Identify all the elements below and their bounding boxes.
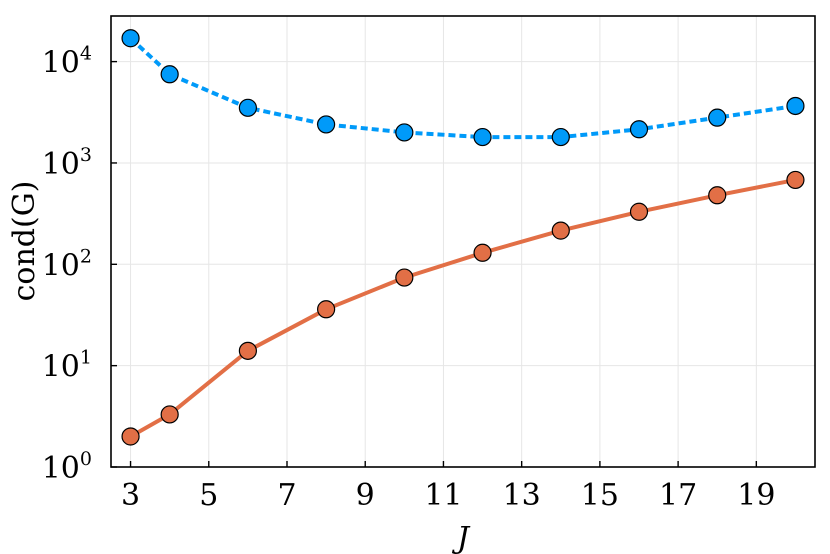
series-2-point (708, 186, 727, 205)
x-tick-label: 13 (503, 478, 541, 513)
series-2-point (121, 427, 140, 446)
series-1-point (121, 29, 140, 48)
axis-ticks (111, 60, 758, 468)
series-1-point (317, 115, 336, 134)
y-tick-label: 104 (42, 43, 92, 81)
y-axis-label: cond(G) (7, 181, 42, 302)
series-1-point (238, 98, 257, 117)
series-1-point (160, 65, 179, 84)
x-tick-label: 15 (581, 478, 619, 513)
series-markers (121, 29, 805, 446)
series-1-point (786, 96, 805, 116)
series-1-point (395, 123, 414, 142)
x-tick-label: 9 (356, 478, 375, 513)
x-tick-labels: 3 5 7 9 11 13 15 17 19 (121, 478, 775, 513)
y-tick-labels: 100 101 102 103 104 (42, 43, 92, 486)
series-1-line (129, 36, 796, 140)
series-2-point (786, 170, 805, 190)
x-tick-label: 19 (737, 478, 775, 513)
x-axis-label: J (451, 521, 471, 554)
x-tick-label: 3 (121, 478, 140, 513)
series-1-point (551, 127, 570, 147)
series-2-point (395, 268, 414, 287)
x-tick-label: 5 (199, 478, 218, 513)
series-2-point (317, 300, 336, 319)
y-tick-label: 103 (42, 144, 92, 182)
x-tick-label: 7 (277, 478, 296, 513)
y-tick-label: 100 (42, 448, 92, 486)
series-2-point (551, 221, 570, 240)
series-2-line (129, 177, 796, 439)
series-1-point (708, 108, 727, 127)
series-2-point (160, 405, 179, 424)
series-lines (129, 36, 796, 439)
series-2-point (629, 202, 649, 221)
x-tick-label: 17 (659, 478, 697, 513)
series-2-point (238, 341, 257, 360)
grid-lines (111, 16, 815, 468)
x-tick-label: 11 (424, 478, 462, 513)
y-tick-label: 101 (42, 347, 92, 385)
series-1-point (473, 127, 492, 147)
series-1-point (629, 120, 649, 139)
series-2-point (473, 243, 492, 262)
y-tick-label: 102 (42, 245, 92, 283)
plot-frame (110, 15, 816, 468)
